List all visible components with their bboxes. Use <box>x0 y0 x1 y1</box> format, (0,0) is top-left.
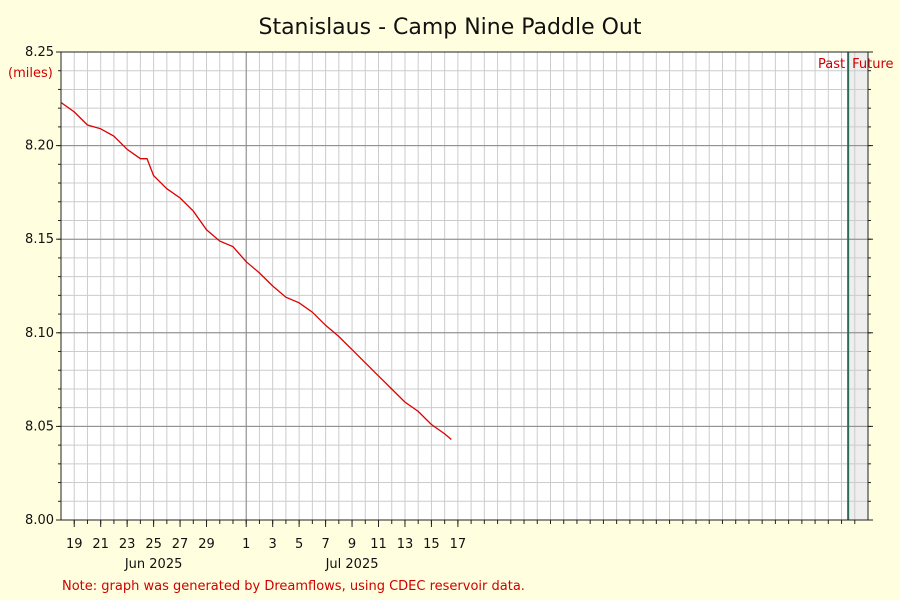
x-month-label: Jul 2025 <box>325 557 379 572</box>
x-tick-label: 19 <box>66 537 83 552</box>
series-line <box>60 101 452 440</box>
x-tick-label: 27 <box>172 537 189 552</box>
x-tick-label: 25 <box>145 537 162 552</box>
x-tick-label: 13 <box>397 537 414 552</box>
x-tick-label: 3 <box>269 537 277 552</box>
plot-border <box>60 51 869 521</box>
x-month-label: Jun 2025 <box>124 557 183 572</box>
plot-area <box>61 52 868 520</box>
future-label: Future <box>852 57 893 72</box>
x-tick-label: 1 <box>242 537 250 552</box>
y-tick-label: 8.15 <box>25 232 54 247</box>
chart-title: Stanislaus - Camp Nine Paddle Out <box>258 15 641 40</box>
x-tick-label: 5 <box>295 537 303 552</box>
minor-grid-horizontal <box>61 70 868 502</box>
x-tick-label: 29 <box>198 537 215 552</box>
x-tick-label: 15 <box>423 537 440 552</box>
y-tick-label: 8.10 <box>25 326 54 341</box>
x-tick-label: 7 <box>321 537 329 552</box>
y-tick-label: 8.05 <box>25 419 54 434</box>
x-tick-label: 17 <box>450 537 467 552</box>
x-tick-label: 21 <box>92 537 109 552</box>
past-label: Past <box>818 57 845 72</box>
x-tick-label: 23 <box>119 537 136 552</box>
future-region <box>848 52 868 520</box>
y-axis: 8.00 8.05 8.10 8.15 8.20 8.25 <box>25 45 873 528</box>
y-tick-label: 8.20 <box>25 139 54 154</box>
y-tick-label: 8.25 <box>25 45 54 60</box>
x-tick-label: 9 <box>348 537 356 552</box>
major-grid-horizontal <box>61 145 868 427</box>
data-note: Note: graph was generated by Dreamflows,… <box>62 579 525 594</box>
y-tick-label: 8.00 <box>25 513 54 528</box>
y-axis-unit: (miles) <box>8 66 53 81</box>
x-tick-label: 11 <box>370 537 387 552</box>
